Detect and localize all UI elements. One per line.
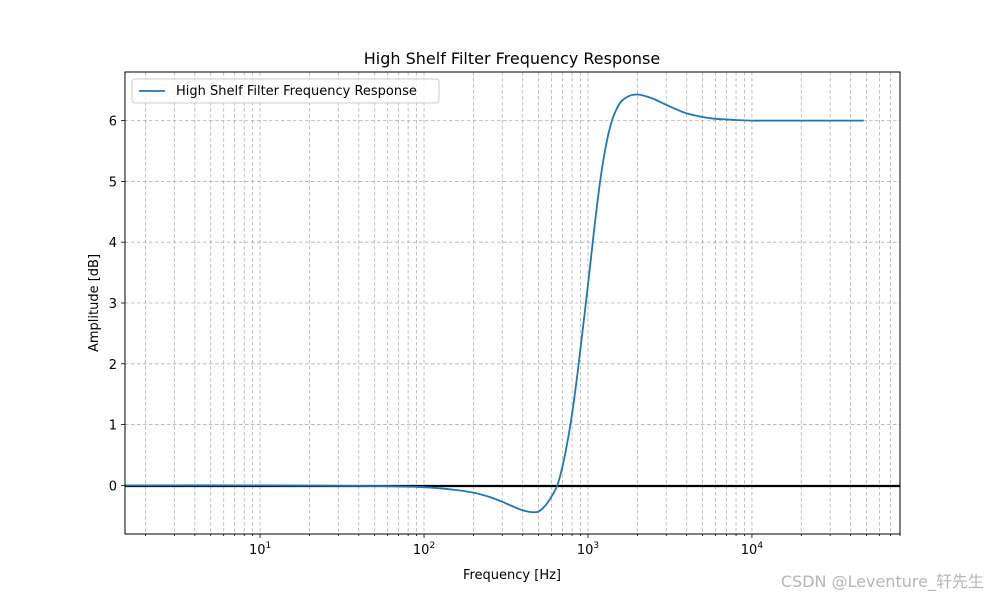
y-tick-label: 4 bbox=[109, 236, 117, 251]
y-tick-label: 0 bbox=[109, 479, 117, 494]
legend-entry-label: High Shelf Filter Frequency Response bbox=[176, 84, 417, 99]
x-tick-label-exponent: 3 bbox=[593, 541, 599, 551]
x-tick-label: 104 bbox=[741, 541, 764, 558]
x-tick-label: 103 bbox=[577, 541, 599, 558]
plot-frame bbox=[124, 71, 901, 535]
legend: High Shelf Filter Frequency Response bbox=[131, 78, 440, 104]
legend-box bbox=[131, 78, 440, 104]
grid bbox=[125, 72, 901, 534]
y-tick-label: 2 bbox=[109, 358, 117, 373]
x-tick-label-base: 10 bbox=[741, 543, 758, 558]
y-tick-label: 1 bbox=[109, 419, 117, 434]
x-tick-label: 101 bbox=[249, 541, 271, 558]
x-tick-label-base: 10 bbox=[577, 543, 594, 558]
x-tick-label: 102 bbox=[413, 541, 435, 558]
x-tick-label-exponent: 4 bbox=[757, 541, 763, 551]
x-tick-label-base: 10 bbox=[249, 543, 266, 558]
y-axis-label: Amplitude [dB] bbox=[87, 254, 102, 352]
y-tick-label: 3 bbox=[109, 297, 117, 312]
x-axis-label: Frequency [Hz] bbox=[463, 568, 561, 583]
x-tick-label-base: 10 bbox=[413, 543, 430, 558]
x-tick-label-exponent: 1 bbox=[265, 541, 271, 551]
y-tick-label: 6 bbox=[109, 115, 117, 130]
x-tick-label-exponent: 2 bbox=[429, 541, 435, 551]
y-tick-label: 5 bbox=[109, 175, 117, 190]
chart-title: High Shelf Filter Frequency Response bbox=[364, 49, 660, 68]
watermark: CSDN @Leventure_轩先生 bbox=[780, 572, 984, 591]
series-line-high-shelf bbox=[124, 93, 864, 514]
